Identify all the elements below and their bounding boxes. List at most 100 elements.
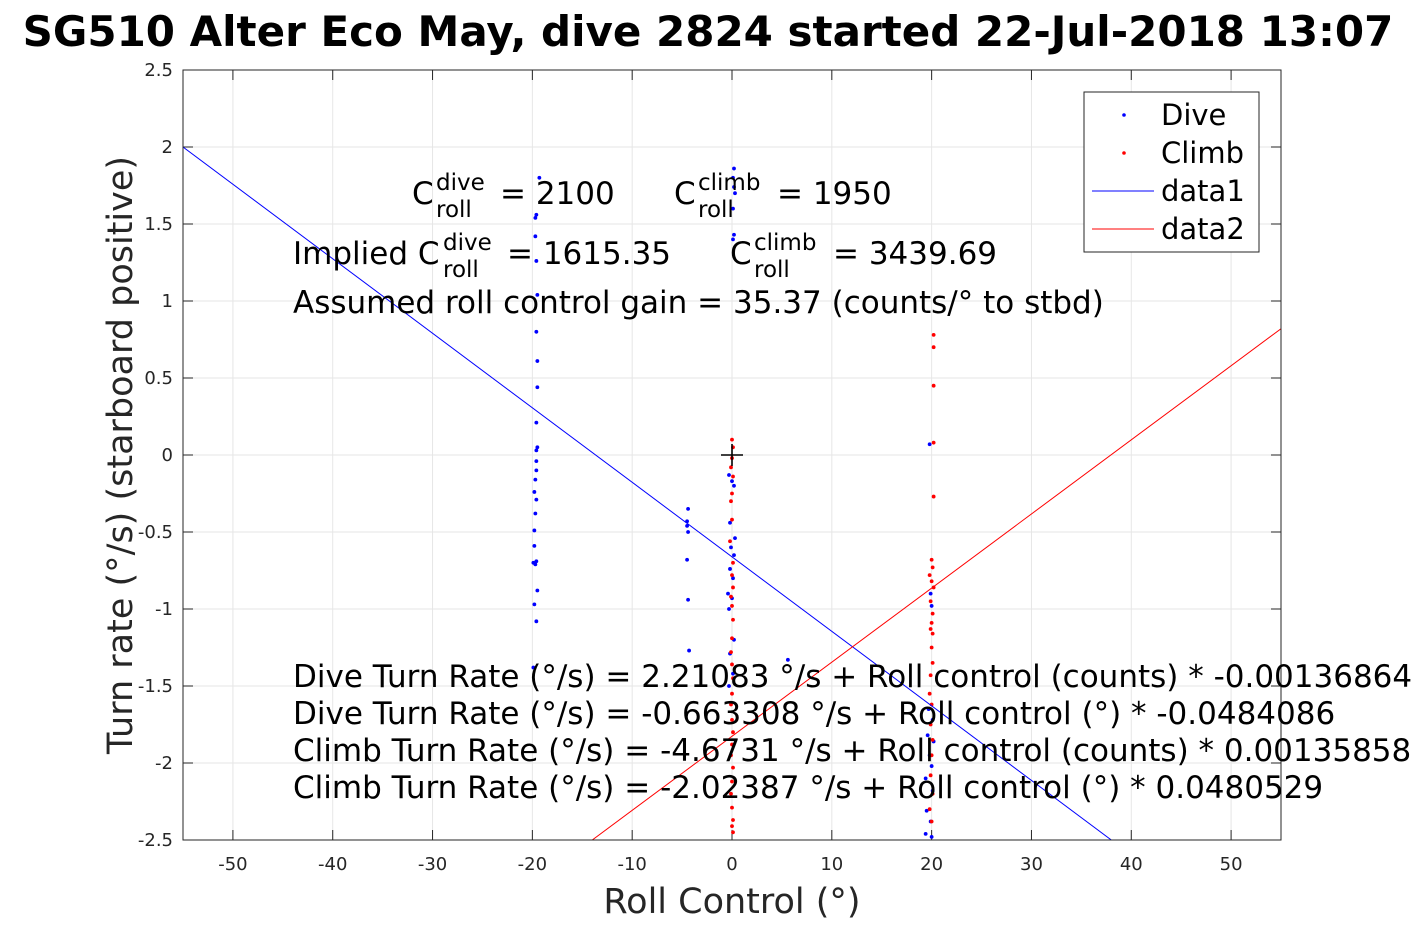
climb-point [731, 560, 735, 565]
sup-dive: dive [436, 170, 485, 196]
x-tick-label: -50 [218, 854, 247, 875]
climb-point [927, 573, 932, 578]
climb-point [731, 730, 735, 735]
dive-point [534, 259, 539, 263]
x-tick-label: 20 [920, 854, 943, 875]
dive-point [733, 536, 737, 541]
plot-frame [182, 69, 1282, 841]
climb-point [731, 585, 735, 590]
dive-point [534, 329, 539, 334]
climb-point [931, 440, 936, 445]
dive-point [726, 591, 730, 596]
c-letter: C [412, 176, 434, 212]
dive-point [785, 657, 790, 662]
dive-point [532, 602, 537, 607]
legend-label-climb: Climb [1161, 136, 1244, 170]
dive-point [728, 567, 732, 571]
c-letter: C [730, 236, 752, 272]
climb-point [928, 722, 933, 727]
implied-dive-annotation: Implied C dive roll = 1615.35 [293, 222, 671, 285]
c-roll-dive-annotation: C dive roll = 2100 [412, 162, 615, 225]
dive-point [923, 776, 928, 781]
dive-point [732, 166, 736, 171]
climb-point [929, 557, 934, 562]
y-tick-label: 0 [162, 445, 173, 466]
x-axis-label: Roll Control (°) [603, 882, 860, 922]
x-tick-label: 10 [820, 854, 843, 875]
dive-point [732, 185, 736, 189]
dive-point [686, 530, 690, 534]
dive-point [727, 684, 731, 688]
climb-point [729, 753, 733, 758]
c-climb-value: = 1950 [777, 176, 892, 212]
climb-point [929, 620, 934, 625]
legend: Dive Climb data1 data2 [1083, 91, 1260, 253]
climb-point [730, 604, 734, 608]
fit-line-data2 [591, 328, 1281, 840]
climb-point [730, 742, 734, 747]
dive-point [924, 808, 929, 813]
climb-point [930, 565, 935, 570]
dive-point [533, 215, 538, 220]
climb-point [730, 824, 734, 829]
dive-point [535, 445, 540, 450]
climb-point [928, 673, 933, 678]
fit-line-data1 [183, 146, 1112, 840]
climb-point [729, 465, 733, 470]
y-tick-label: -2 [155, 753, 173, 774]
dive-point [731, 175, 735, 180]
dive-point [533, 511, 538, 516]
dive-point [731, 576, 735, 581]
climb-point [931, 345, 936, 350]
legend-label-data1: data1 [1161, 174, 1245, 208]
legend-box [1083, 91, 1260, 253]
climb-point [730, 805, 734, 810]
dive-point [685, 557, 689, 562]
equation-1: Dive Turn Rate (°/s) = 2.21083 °/s + Rol… [293, 659, 1412, 695]
sup-climb: climb [698, 170, 760, 196]
c-letter: C [674, 176, 696, 212]
dive-point [533, 562, 538, 567]
implied-dive-value: = 1615.35 [507, 236, 671, 272]
climb-point [928, 773, 933, 778]
climb-point [730, 491, 734, 496]
y-tick-label: 2 [162, 137, 173, 158]
dive-point [731, 237, 735, 242]
series-layer [183, 146, 1281, 840]
y-tick-label: 1.5 [144, 214, 173, 235]
dive-point [534, 459, 539, 464]
climb-point [730, 779, 734, 784]
dive-point [534, 212, 539, 217]
gain-annotation: Assumed roll control gain = 35.37 (count… [293, 285, 1104, 321]
x-tick-label: -20 [518, 854, 547, 875]
dive-point [929, 604, 934, 608]
dive-point [730, 479, 734, 484]
dive-point [532, 528, 537, 533]
climb-point [930, 631, 935, 636]
dive-point [535, 588, 540, 593]
chart-title: SG510 Alter Eco May, dive 2824 started 2… [23, 7, 1394, 56]
dive-point [534, 559, 539, 564]
sup-dive: dive [443, 230, 492, 256]
dive-point [731, 206, 735, 211]
climb-point [729, 702, 733, 707]
dive-point [923, 831, 928, 836]
dive-point [535, 385, 540, 390]
x-tick-label: 40 [1120, 854, 1143, 875]
dive-point [728, 520, 732, 525]
x-tick-label: 50 [1220, 854, 1243, 875]
c-roll-climb-annotation: C climb roll = 1950 [674, 162, 892, 225]
climb-point [731, 676, 735, 681]
y-tick-label: 0.5 [144, 368, 173, 389]
dive-point [732, 232, 736, 237]
climb-point [731, 617, 735, 622]
dive-point [930, 788, 935, 793]
x-tick-label: -10 [617, 854, 646, 875]
y-tick-label: -1.5 [138, 676, 173, 697]
climb-point [930, 791, 935, 796]
climb-point [728, 539, 732, 544]
x-tick-label: -30 [418, 854, 447, 875]
x-tick-label: -40 [318, 854, 347, 875]
climb-point [731, 830, 735, 835]
